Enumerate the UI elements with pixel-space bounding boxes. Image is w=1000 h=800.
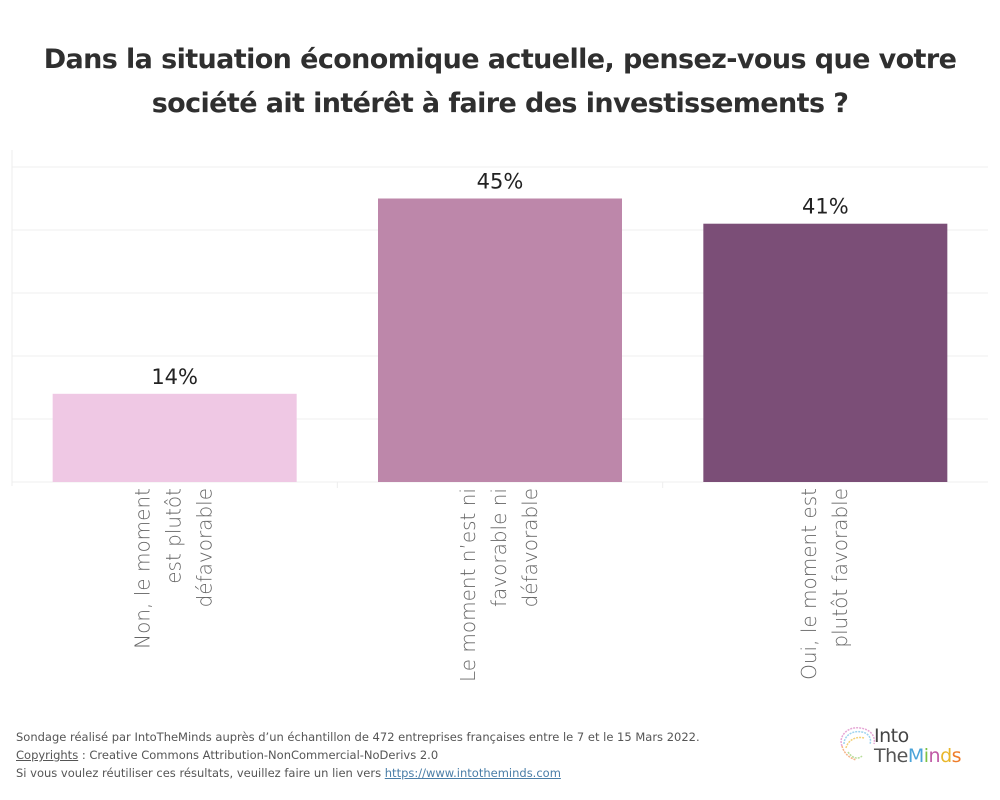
category-label-line: défavorable bbox=[518, 488, 542, 607]
category-label-line: défavorable bbox=[193, 488, 217, 607]
license-text: : Creative Commons Attribution-NonCommer… bbox=[78, 748, 439, 762]
category-label-line: plutôt favorable bbox=[828, 488, 852, 648]
logo-letter: n bbox=[928, 745, 941, 767]
chart-title-line-2: société ait intérêt à faire des investis… bbox=[151, 88, 849, 119]
category-label-line: Oui, le moment est bbox=[797, 488, 821, 680]
logo-the: The bbox=[874, 745, 908, 767]
footer-license: Copyrights : Creative Commons Attributio… bbox=[16, 746, 700, 764]
logo-into: Into bbox=[874, 725, 909, 747]
bars bbox=[52, 198, 948, 483]
footer-survey-note: Sondage réalisé par IntoTheMinds auprès … bbox=[16, 730, 700, 744]
logo-letter: d bbox=[940, 745, 952, 767]
copyrights-link[interactable]: Copyrights bbox=[16, 748, 79, 762]
brain-icon bbox=[840, 727, 876, 761]
bar-chart: 14% 45% 41% Non, le moment est plutôt défavo… bbox=[11, 150, 988, 682]
bar-value-label: 14% bbox=[151, 365, 198, 389]
category-label-line: est plutôt bbox=[162, 488, 186, 584]
footer-reuse-note: Si vous voulez réutiliser ces résultats,… bbox=[16, 764, 700, 782]
reuse-text: Si vous voulez réutiliser ces résultats,… bbox=[16, 766, 385, 780]
category-label: Non, le moment est plutôt défavorable bbox=[131, 488, 217, 649]
category-label: Oui, le moment est plutôt favorable bbox=[797, 488, 852, 680]
logo-letter: s bbox=[951, 745, 962, 767]
value-labels: 14% 45% 41% bbox=[151, 170, 848, 389]
chart-title-line-1: Dans la situation économique actuelle, p… bbox=[43, 44, 957, 75]
bar[interactable] bbox=[52, 393, 297, 482]
chart-title: Dans la situation économique actuelle, p… bbox=[0, 38, 1000, 126]
logo-theminds: TheMinds bbox=[874, 745, 962, 767]
logo-letter: i bbox=[923, 745, 929, 767]
bar-value-label: 41% bbox=[802, 195, 849, 219]
logo-minds: Minds bbox=[907, 745, 962, 767]
intotheminds-logo: Into TheMinds bbox=[836, 724, 966, 774]
bar[interactable] bbox=[703, 223, 948, 482]
category-label-line: favorable ni bbox=[487, 488, 511, 607]
category-label-line: Non, le moment bbox=[131, 488, 155, 649]
logo-letter: M bbox=[907, 745, 924, 767]
category-labels: Non, le moment est plutôt défavorable Le mo… bbox=[131, 488, 852, 682]
footer: Sondage réalisé par IntoTheMinds auprès … bbox=[16, 728, 700, 782]
website-link[interactable]: https://www.intotheminds.com bbox=[384, 766, 561, 780]
bar-value-label: 45% bbox=[477, 170, 524, 194]
bar[interactable] bbox=[378, 198, 622, 483]
category-label-line: Le moment n’est ni bbox=[456, 488, 480, 682]
category-label: Le moment n’est ni favorable ni défavorabl… bbox=[456, 488, 542, 682]
